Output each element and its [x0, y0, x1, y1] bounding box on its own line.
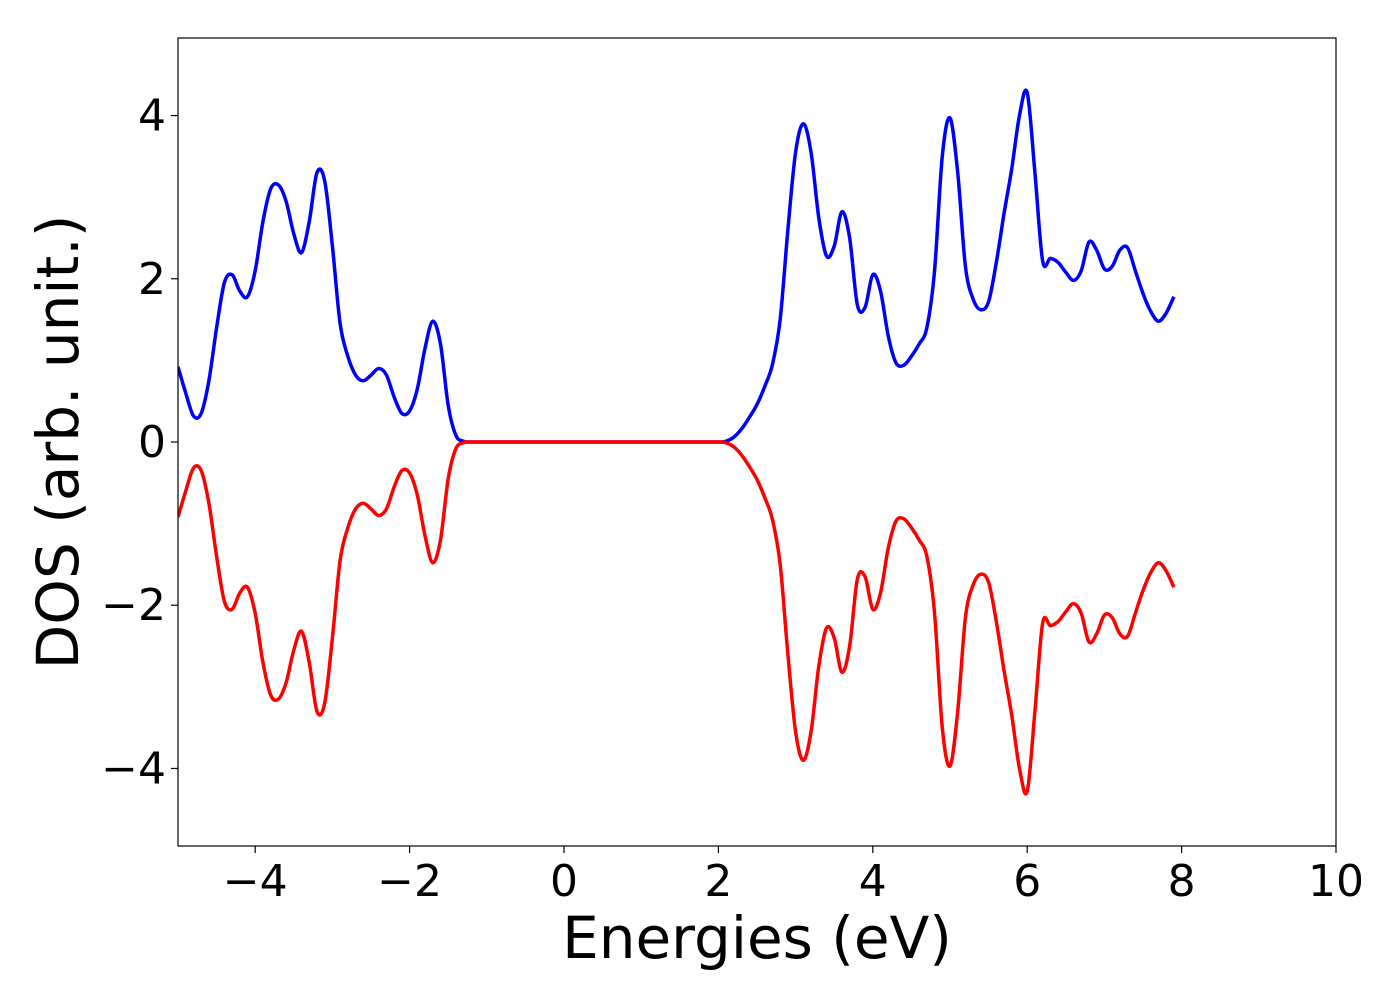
x-tick-label: 6 [1013, 856, 1041, 907]
x-tick-label: 4 [859, 856, 887, 907]
y-axis: −4 −2 0 2 4 [101, 91, 178, 794]
y-tick-label: −2 [101, 580, 166, 631]
y-tick-label: 0 [138, 417, 166, 468]
plot-frame [177, 37, 1337, 847]
x-tick-label: −2 [377, 856, 442, 907]
y-tick-label: −4 [101, 743, 166, 794]
y-tick-label: 2 [138, 254, 166, 305]
x-tick-label: 10 [1308, 856, 1364, 907]
x-tick-label: −4 [223, 856, 288, 907]
y-axis-label: DOS (arb. unit.) [24, 215, 92, 670]
series-layer [178, 88, 1176, 796]
x-tick-label: 0 [550, 856, 578, 907]
series-line-blue [178, 88, 1176, 444]
x-tick-label: 2 [704, 856, 732, 907]
x-axis: −4 −2 0 2 4 6 8 10 [223, 846, 1364, 907]
y-tick-label: 4 [138, 91, 166, 142]
x-tick-label: 8 [1168, 856, 1196, 907]
series-line-red [178, 440, 1176, 796]
x-axis-label: Energies (eV) [562, 904, 952, 972]
